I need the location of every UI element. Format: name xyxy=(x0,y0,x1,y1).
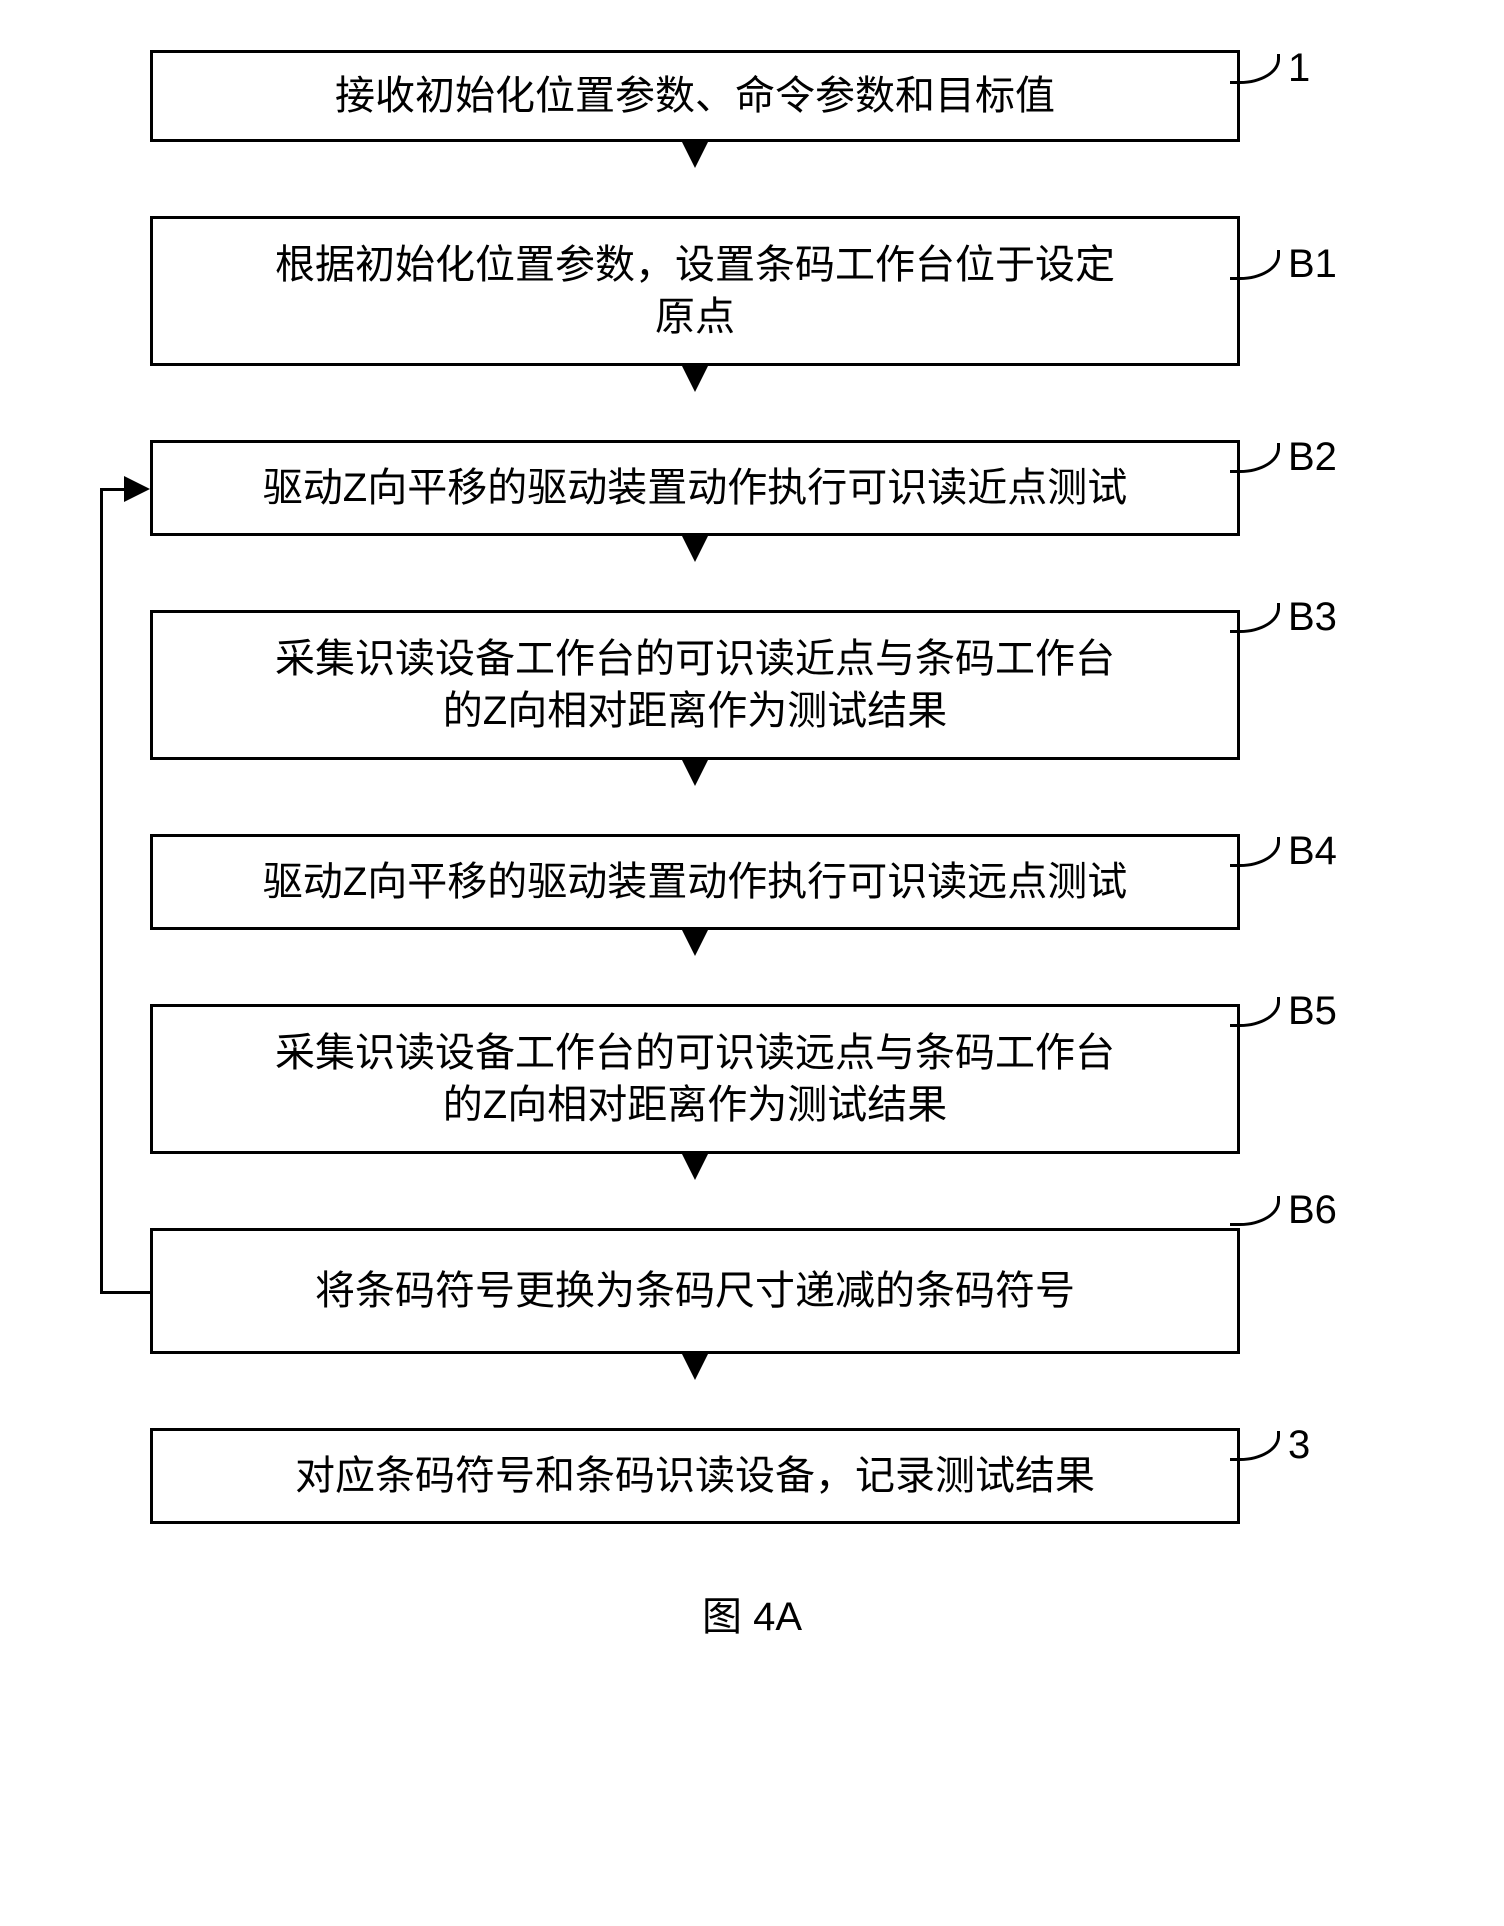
loop-line-vertical xyxy=(100,488,103,1294)
flowchart-node-row: 将条码符号更换为条码尺寸递减的条码符号B6 xyxy=(100,1228,1400,1354)
flowchart-node-text: 驱动Z向平移的驱动装置动作执行可识读近点测试 xyxy=(153,462,1237,514)
flowchart-node-box: 驱动Z向平移的驱动装置动作执行可识读远点测试 xyxy=(150,834,1240,930)
flowchart-node-row: 采集识读设备工作台的可识读近点与条码工作台 的Z向相对距离作为测试结果B3 xyxy=(100,610,1400,760)
arrow-down-icon xyxy=(682,1154,708,1202)
flowchart-label-wrapper: B4 xyxy=(1230,829,1337,874)
figure-label: 图 4A xyxy=(0,1584,1504,1642)
flowchart-label-wrapper: B6 xyxy=(1230,1188,1337,1233)
flowchart-node-row: 驱动Z向平移的驱动装置动作执行可识读远点测试B4 xyxy=(100,834,1400,930)
flowchart-node-box: 采集识读设备工作台的可识读远点与条码工作台 的Z向相对距离作为测试结果 xyxy=(150,1004,1240,1154)
label-curve-icon xyxy=(1230,1196,1280,1226)
arrow-down-icon xyxy=(682,366,708,414)
loop-line-horizontal-out xyxy=(100,1291,150,1294)
flowchart-node-text: 将条码符号更换为条码尺寸递减的条码符号 xyxy=(153,1265,1237,1317)
flowchart-node-row: 接收初始化位置参数、命令参数和目标值1 xyxy=(100,50,1400,142)
flowchart-node-text: 驱动Z向平移的驱动装置动作执行可识读远点测试 xyxy=(153,856,1237,908)
flowchart-node-label: 3 xyxy=(1288,1423,1310,1468)
arrow-down-icon xyxy=(682,142,708,190)
arrow-down-icon xyxy=(682,1354,708,1402)
arrow-down-icon xyxy=(682,930,708,978)
flowchart-node-box: 接收初始化位置参数、命令参数和目标值 xyxy=(150,50,1240,142)
flowchart-node-label: B2 xyxy=(1288,435,1337,480)
flowchart-node-row: 采集识读设备工作台的可识读远点与条码工作台 的Z向相对距离作为测试结果B5 xyxy=(100,1004,1400,1154)
flowchart-node-text: 采集识读设备工作台的可识读近点与条码工作台 的Z向相对距离作为测试结果 xyxy=(153,633,1237,737)
flowchart-node-label: 1 xyxy=(1288,46,1310,91)
arrow-down-icon xyxy=(682,760,708,808)
label-curve-icon xyxy=(1230,250,1280,280)
flowchart-node-label: B6 xyxy=(1288,1188,1337,1233)
flowchart-node-text: 对应条码符号和条码识读设备，记录测试结果 xyxy=(153,1450,1237,1502)
flowchart-node-text: 根据初始化位置参数，设置条码工作台位于设定 原点 xyxy=(153,239,1237,343)
flowchart-label-wrapper: B1 xyxy=(1230,242,1337,287)
flowchart-node-box: 采集识读设备工作台的可识读近点与条码工作台 的Z向相对距离作为测试结果 xyxy=(150,610,1240,760)
flowchart-node-row: 根据初始化位置参数，设置条码工作台位于设定 原点 B1 xyxy=(100,216,1400,366)
flowchart-node-label: B1 xyxy=(1288,242,1337,287)
flowchart-label-wrapper: 1 xyxy=(1230,46,1310,91)
label-curve-icon xyxy=(1230,603,1280,633)
flowchart-label-wrapper: 3 xyxy=(1230,1423,1310,1468)
arrow-down-icon xyxy=(682,536,708,584)
loop-line-horizontal-in xyxy=(100,488,124,491)
flowchart-label-wrapper: B5 xyxy=(1230,989,1337,1034)
flowchart-node-row: 驱动Z向平移的驱动装置动作执行可识读近点测试B2 xyxy=(100,440,1400,536)
label-curve-icon xyxy=(1230,443,1280,473)
label-curve-icon xyxy=(1230,1431,1280,1461)
arrow-right-icon xyxy=(124,476,150,502)
flowchart-node-label: B3 xyxy=(1288,595,1337,640)
flowchart-node-row: 对应条码符号和条码识读设备，记录测试结果3 xyxy=(100,1428,1400,1524)
flowchart-node-text: 采集识读设备工作台的可识读远点与条码工作台 的Z向相对距离作为测试结果 xyxy=(153,1027,1237,1131)
flowchart-node-box: 对应条码符号和条码识读设备，记录测试结果 xyxy=(150,1428,1240,1524)
flowchart-node-label: B4 xyxy=(1288,829,1337,874)
flowchart-node-label: B5 xyxy=(1288,989,1337,1034)
label-curve-icon xyxy=(1230,837,1280,867)
label-curve-icon xyxy=(1230,997,1280,1027)
label-curve-icon xyxy=(1230,54,1280,84)
flowchart-label-wrapper: B2 xyxy=(1230,435,1337,480)
flowchart-node-box: 驱动Z向平移的驱动装置动作执行可识读近点测试 xyxy=(150,440,1240,536)
flowchart-node-box: 根据初始化位置参数，设置条码工作台位于设定 原点 xyxy=(150,216,1240,366)
flowchart-node-box: 将条码符号更换为条码尺寸递减的条码符号 xyxy=(150,1228,1240,1354)
flowchart-node-text: 接收初始化位置参数、命令参数和目标值 xyxy=(153,70,1237,122)
flowchart-label-wrapper: B3 xyxy=(1230,595,1337,640)
